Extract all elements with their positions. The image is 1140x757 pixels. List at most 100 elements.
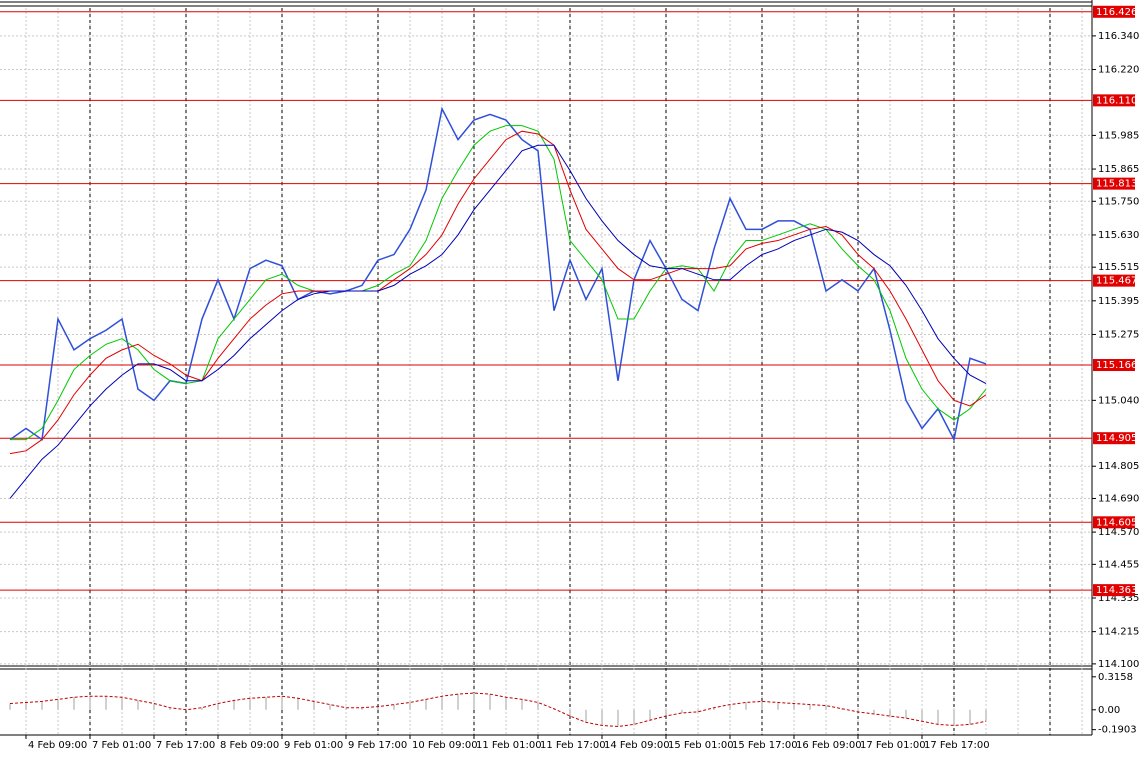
- osc-bar: [665, 709, 667, 717]
- osc-bar: [793, 703, 795, 710]
- x-tick-label: 7 Feb 17:00: [156, 740, 215, 751]
- y-tick-label: 115.750: [1098, 196, 1139, 207]
- y-tick-label: 115.395: [1098, 296, 1139, 307]
- osc-bar: [409, 702, 411, 710]
- osc-bar: [41, 701, 43, 710]
- x-tick-label: 8 Feb 09:00: [220, 740, 279, 751]
- osc-bar: [345, 707, 347, 710]
- osc-bar: [505, 697, 507, 710]
- osc-bar: [809, 704, 811, 710]
- osc-bar: [201, 707, 203, 710]
- osc-bar: [169, 707, 171, 710]
- osc-bar: [953, 709, 955, 726]
- osc-bar: [265, 697, 267, 710]
- y-tick-label: 115.040: [1098, 395, 1139, 406]
- x-tick-label: 17 Feb 01:00: [860, 740, 926, 751]
- osc-bar: [441, 696, 443, 710]
- level-label-box: [1093, 359, 1135, 372]
- osc-bar: [377, 706, 379, 710]
- x-tick-label: 14 Feb 09:00: [604, 740, 670, 751]
- osc-y-tick-label: 0.00: [1098, 705, 1120, 716]
- level-label-box: [1093, 432, 1135, 445]
- level-label: 115.813: [1096, 179, 1137, 190]
- osc-bar: [985, 709, 987, 722]
- osc-bar: [745, 702, 747, 710]
- osc-bar: [825, 705, 827, 710]
- y-tick-label: 115.275: [1098, 329, 1139, 340]
- osc-bar: [601, 709, 603, 726]
- y-tick-label: 114.215: [1098, 627, 1139, 638]
- osc-bar: [521, 699, 523, 710]
- x-tick-label: 9 Feb 17:00: [348, 740, 407, 751]
- x-tick-label: 16 Feb 09:00: [796, 740, 862, 751]
- x-tick-label: 11 Feb 01:00: [476, 740, 542, 751]
- osc-bar: [585, 709, 587, 723]
- osc-y-tick-label: -0.1903: [1098, 725, 1137, 736]
- osc-bar: [777, 702, 779, 710]
- osc-bar: [697, 709, 699, 712]
- osc-bar: [569, 709, 571, 717]
- osc-bar: [713, 707, 715, 710]
- osc-bar: [217, 703, 219, 710]
- osc-bar: [313, 701, 315, 710]
- y-tick-label: 115.865: [1098, 164, 1139, 175]
- osc-bar: [233, 700, 235, 710]
- osc-bar: [361, 707, 363, 710]
- level-label: 114.905: [1096, 433, 1137, 444]
- osc-bar: [969, 709, 971, 725]
- osc-bar: [25, 702, 27, 710]
- osc-bar: [121, 697, 123, 710]
- y-tick-label: 114.455: [1098, 559, 1139, 570]
- osc-bar: [729, 704, 731, 710]
- osc-bar: [73, 697, 75, 710]
- series-line: [10, 125, 987, 441]
- osc-bar: [937, 709, 939, 725]
- level-label-box: [1093, 177, 1135, 190]
- y-tick-label: 114.690: [1098, 493, 1139, 504]
- level-label-box: [1093, 94, 1135, 107]
- osc-bar: [921, 709, 923, 722]
- osc-bar: [137, 700, 139, 710]
- level-label: 116.110: [1096, 95, 1137, 106]
- osc-bar: [857, 709, 859, 712]
- y-tick-label: 115.985: [1098, 130, 1139, 141]
- x-tick-label: 4 Feb 09:00: [28, 740, 87, 751]
- y-tick-label: 115.630: [1098, 230, 1139, 241]
- y-tick-label: 116.220: [1098, 65, 1139, 76]
- y-tick-label: 114.570: [1098, 527, 1139, 538]
- osc-bar: [9, 703, 11, 710]
- osc-bar: [457, 694, 459, 710]
- osc-bar: [281, 696, 283, 710]
- level-label-box: [1093, 5, 1135, 18]
- osc-bar: [473, 693, 475, 710]
- osc-bar: [329, 704, 331, 710]
- osc-bar: [153, 703, 155, 710]
- y-tick-label: 114.100: [1098, 659, 1139, 670]
- osc-bar: [873, 709, 875, 714]
- level-label-box: [1093, 584, 1135, 597]
- x-tick-label: 11 Feb 17:00: [540, 740, 606, 751]
- osc-bar: [905, 709, 907, 719]
- x-tick-label: 10 Feb 09:00: [412, 740, 478, 751]
- osc-bar: [249, 698, 251, 710]
- series-line: [9, 144, 987, 499]
- level-label-box: [1093, 274, 1135, 287]
- osc-bar: [105, 696, 107, 710]
- x-tick-label: 17 Feb 17:00: [924, 740, 990, 751]
- y-tick-label: 116.340: [1098, 31, 1139, 42]
- osc-bar: [633, 709, 635, 725]
- osc-bar: [681, 709, 683, 713]
- osc-bar: [89, 696, 91, 710]
- level-label: 115.166: [1096, 360, 1137, 371]
- level-label: 114.605: [1096, 517, 1137, 528]
- osc-bar: [393, 704, 395, 710]
- osc-bar: [489, 694, 491, 710]
- osc-bar: [761, 701, 763, 710]
- osc-bar: [425, 699, 427, 710]
- level-label: 116.426: [1096, 7, 1137, 18]
- osc-bar: [889, 709, 891, 717]
- osc-bar: [841, 708, 843, 710]
- osc-bar: [537, 702, 539, 710]
